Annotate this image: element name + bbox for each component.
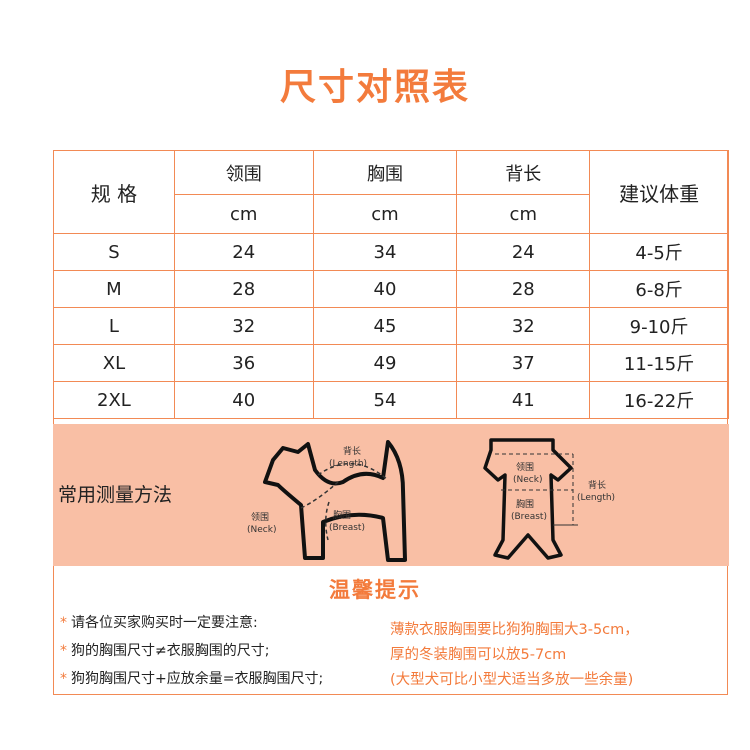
cell-size: 2XL <box>53 381 175 419</box>
tip-right-2: 厚的冬装胸围可以放5-7cm <box>390 647 567 663</box>
cell-size: S <box>53 233 175 271</box>
dog-neck-cn: 领围 <box>251 511 269 523</box>
unit-back: cm <box>456 194 591 234</box>
cell-weight: 6-8斤 <box>589 270 729 308</box>
cell-neck: 24 <box>173 233 314 271</box>
tip-left-3: * 狗狗胸围尺寸+应放余量=衣服胸围尺寸; <box>60 671 324 687</box>
cell-size: XL <box>53 344 175 382</box>
tip-left-2: * 狗的胸围尺寸≠衣服胸围的尺寸; <box>60 643 270 659</box>
table-row: 2XL 40 54 41 16-22斤 <box>53 381 729 419</box>
dog-chest-en: (Breast) <box>329 523 365 533</box>
clothing-diagram: 领围 (Neck) 胸围 (Breast) 背长 (Length) <box>483 438 615 560</box>
cell-neck: 32 <box>173 307 314 345</box>
tips-title: 温馨提示 <box>329 578 421 602</box>
size-table: 规 格 领围 胸围 背长 建议体重 cm cm cm S 24 34 24 4-5斤 M 2… <box>53 150 729 419</box>
cell-chest: 45 <box>312 307 458 345</box>
cell-size: L <box>53 307 175 345</box>
cell-chest: 54 <box>312 381 458 419</box>
cloth-neck-en: (Neck) <box>513 475 542 485</box>
header-back: 背长 <box>456 150 591 195</box>
cloth-back-en: (Length) <box>577 493 615 503</box>
table-row: S 24 34 24 4-5斤 <box>53 233 729 271</box>
cell-weight: 9-10斤 <box>589 307 729 345</box>
header-neck: 领围 <box>173 150 314 195</box>
cell-chest: 40 <box>312 270 458 308</box>
dog-back-cn: 背长 <box>343 445 361 457</box>
dog-neck-en: (Neck) <box>247 525 276 535</box>
table-row: XL 36 49 37 11-15斤 <box>53 344 729 382</box>
page-title: 尺寸对照表 <box>279 67 470 108</box>
cloth-chest-en: (Breast) <box>511 512 547 522</box>
cell-neck: 40 <box>173 381 314 419</box>
cloth-chest-cn: 胸围 <box>516 498 534 510</box>
clothing-outline-icon <box>483 438 573 560</box>
cloth-neck-cn: 领围 <box>516 461 534 473</box>
unit-chest: cm <box>312 194 458 234</box>
table-row: M 28 40 28 6-8斤 <box>53 270 729 308</box>
cell-back: 41 <box>456 381 591 419</box>
cell-weight: 16-22斤 <box>589 381 729 419</box>
dog-back-en: (Length) <box>329 459 367 469</box>
tip-right-1: 薄款衣服胸围要比狗狗胸围大3-5cm， <box>390 622 639 638</box>
cell-weight: 11-15斤 <box>589 344 729 382</box>
dog-chest-cn: 胸围 <box>333 509 351 521</box>
header-size: 规 格 <box>53 150 175 234</box>
cell-chest: 34 <box>312 233 458 271</box>
tip-right-3: (大型犬可比小型犬适当多放一些余量) <box>390 672 634 688</box>
measure-method-band: 常用测量方法 背长 (Length) 领围 (Neck) 胸围 (Breast)… <box>53 424 729 566</box>
cell-weight: 4-5斤 <box>589 233 729 271</box>
cloth-back-cn: 背长 <box>588 479 606 491</box>
unit-neck: cm <box>173 194 314 234</box>
dog-diagram: 背长 (Length) 领围 (Neck) 胸围 (Breast) <box>247 440 407 562</box>
method-label: 常用测量方法 <box>58 484 173 506</box>
cell-size: M <box>53 270 175 308</box>
cell-chest: 49 <box>312 344 458 382</box>
cell-neck: 28 <box>173 270 314 308</box>
cell-back: 24 <box>456 233 591 271</box>
cell-back: 28 <box>456 270 591 308</box>
tip-left-1: * 请各位买家购买时一定要注意: <box>60 615 258 631</box>
table-row: L 32 45 32 9-10斤 <box>53 307 729 345</box>
cell-neck: 36 <box>173 344 314 382</box>
header-chest: 胸围 <box>312 150 458 195</box>
header-weight: 建议体重 <box>589 150 729 234</box>
cell-back: 32 <box>456 307 591 345</box>
cell-back: 37 <box>456 344 591 382</box>
